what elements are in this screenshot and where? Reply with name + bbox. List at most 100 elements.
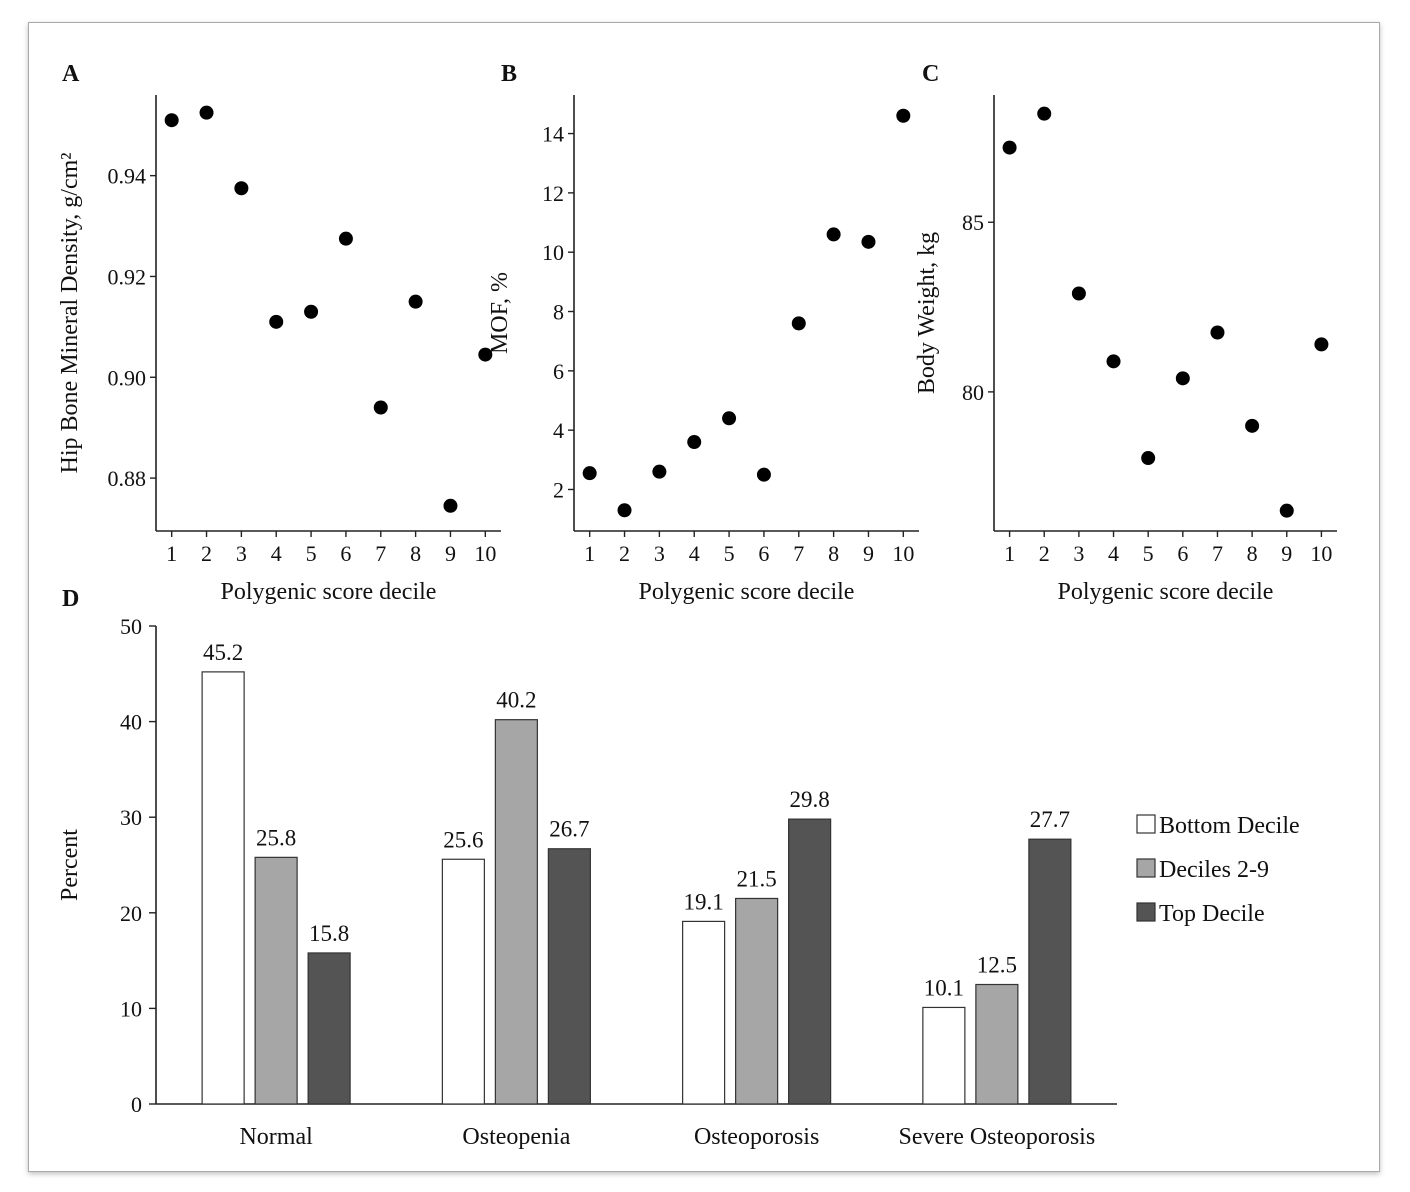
panel-b-ytick-label: 4 bbox=[553, 418, 564, 443]
panel-a-point bbox=[373, 400, 388, 415]
panel-a-xtick-label: 9 bbox=[445, 541, 456, 566]
panel-a-xtick-label: 1 bbox=[166, 541, 177, 566]
legend-swatch bbox=[1136, 902, 1156, 922]
panel-c-xtick-label: 9 bbox=[1281, 541, 1292, 566]
panel-d-bar bbox=[254, 856, 298, 1105]
panel-d-ytick-label: 0 bbox=[131, 1092, 142, 1117]
panel-c-point bbox=[1210, 325, 1225, 340]
panel-a-label: A bbox=[62, 61, 80, 87]
panel-d-bar bbox=[547, 848, 591, 1105]
panel-d-ytick-label: 20 bbox=[120, 901, 142, 926]
panel-a-xtick-label: 8 bbox=[410, 541, 421, 566]
panel-b-point bbox=[896, 108, 911, 123]
panel-d-bar bbox=[975, 983, 1019, 1105]
panel-d-data-label: 25.8 bbox=[256, 825, 296, 850]
legend-swatch bbox=[1136, 814, 1156, 834]
panel-d-bar bbox=[682, 920, 726, 1105]
panel-d-data-label: 27.7 bbox=[1030, 807, 1070, 832]
panel-b-ytick-label: 6 bbox=[553, 359, 564, 384]
panel-c-ytick-label: 85 bbox=[962, 210, 984, 235]
panel-b-point bbox=[791, 316, 806, 331]
panel-a-y-title: Hip Bone Mineral Density, g/cm² bbox=[57, 153, 83, 474]
panel-c-point bbox=[1141, 451, 1156, 466]
panel-d-ytick-label: 30 bbox=[120, 805, 142, 830]
legend-label: Top Decile bbox=[1159, 901, 1265, 927]
panel-c-point bbox=[1071, 286, 1086, 301]
panel-c-point bbox=[1245, 418, 1260, 433]
figure-frame: A 0.88 0.90 0.92 0.94 1 2 3 4 5 6 7 8 9 10 Polygenic sc… bbox=[28, 22, 1380, 1172]
panel-d-bar bbox=[201, 671, 245, 1105]
panel-c-x-title: Polygenic score decile bbox=[1058, 579, 1274, 605]
panel-b-point bbox=[582, 466, 597, 481]
panel-d-data-label: 10.1 bbox=[924, 975, 964, 1000]
panel-b-xtick-label: 3 bbox=[654, 541, 665, 566]
panel-d-category-label: Osteoporosis bbox=[694, 1124, 819, 1150]
panel-d-data-label: 29.8 bbox=[790, 787, 830, 812]
panel-c-xtick-label: 8 bbox=[1247, 541, 1258, 566]
panel-a-point bbox=[478, 347, 493, 362]
panel-d-bar bbox=[494, 719, 538, 1105]
panel-a-point bbox=[338, 231, 353, 246]
panel-a-xtick-label: 4 bbox=[271, 541, 282, 566]
panel-c-point bbox=[1175, 371, 1190, 386]
panel-a-point bbox=[164, 113, 179, 128]
panel-b-ytick-label: 12 bbox=[542, 181, 564, 206]
panel-d-y-title: Percent bbox=[57, 829, 83, 901]
panel-a-point bbox=[443, 498, 458, 513]
panel-d-ytick-label: 10 bbox=[120, 996, 142, 1021]
panel-a-ytick-label: 0.90 bbox=[108, 365, 147, 390]
panel-c-xtick-label: 10 bbox=[1310, 541, 1332, 566]
panel-b-ytick-label: 2 bbox=[553, 477, 564, 502]
panel-d-category-label: Osteopenia bbox=[462, 1124, 570, 1150]
panel-c-point bbox=[1279, 503, 1294, 518]
panel-c-point bbox=[1314, 337, 1329, 352]
panel-a-point bbox=[199, 105, 214, 120]
panel-d-label: D bbox=[62, 586, 79, 612]
panel-d-bar bbox=[441, 858, 485, 1105]
panel-c-y-title: Body Weight, kg bbox=[914, 232, 940, 394]
panel-d-bar bbox=[788, 818, 832, 1105]
panel-a-ytick-label: 0.92 bbox=[108, 264, 147, 289]
panel-b-xtick-label: 8 bbox=[828, 541, 839, 566]
panel-b-point bbox=[722, 411, 737, 426]
panel-c-point bbox=[1002, 140, 1017, 155]
panel-d-data-label: 26.7 bbox=[549, 817, 589, 842]
panel-a-xtick-label: 5 bbox=[306, 541, 317, 566]
panel-b-xtick-label: 1 bbox=[584, 541, 595, 566]
panel-a-xtick-label: 7 bbox=[375, 541, 386, 566]
panel-b-xtick-label: 10 bbox=[892, 541, 914, 566]
panel-c-xtick-label: 1 bbox=[1004, 541, 1015, 566]
panel-d-ytick-label: 50 bbox=[120, 614, 142, 639]
panel-d-data-label: 45.2 bbox=[203, 640, 243, 665]
panel-b-ytick-label: 14 bbox=[542, 122, 564, 147]
panel-d-data-label: 19.1 bbox=[684, 889, 724, 914]
panel-c-xtick-label: 5 bbox=[1143, 541, 1154, 566]
panel-d-bar bbox=[307, 952, 351, 1105]
panel-d-ytick-label: 40 bbox=[120, 710, 142, 735]
panel-b-xtick-label: 2 bbox=[619, 541, 630, 566]
panel-c-label: C bbox=[922, 61, 939, 87]
panel-a-x-title: Polygenic score decile bbox=[221, 579, 437, 605]
panel-b-xtick-label: 5 bbox=[724, 541, 735, 566]
legend-label: Bottom Decile bbox=[1159, 813, 1300, 839]
panel-a-point bbox=[408, 294, 423, 309]
panel-d-data-label: 40.2 bbox=[496, 688, 536, 713]
panel-b-y-title: MOF, % bbox=[487, 272, 513, 354]
panel-c-point bbox=[1106, 354, 1121, 369]
panel-c-ytick-label: 80 bbox=[962, 380, 984, 405]
panel-a-point bbox=[304, 304, 319, 319]
panel-a-point bbox=[269, 314, 284, 329]
panel-b-xtick-label: 6 bbox=[758, 541, 769, 566]
panel-c-xtick-label: 6 bbox=[1177, 541, 1188, 566]
panel-b-xtick-label: 9 bbox=[863, 541, 874, 566]
panel-d-data-label: 21.5 bbox=[737, 866, 777, 891]
panel-d-data-label: 25.6 bbox=[443, 827, 483, 852]
panel-a-ytick-label: 0.94 bbox=[108, 164, 147, 189]
panel-d-category-label: Severe Osteoporosis bbox=[899, 1124, 1096, 1150]
panel-a-xtick-label: 6 bbox=[340, 541, 351, 566]
panel-a-xtick-label: 2 bbox=[201, 541, 212, 566]
panel-a-xtick-label: 3 bbox=[236, 541, 247, 566]
panel-d-category-label: Normal bbox=[239, 1124, 313, 1150]
panel-d-bar bbox=[735, 897, 779, 1105]
